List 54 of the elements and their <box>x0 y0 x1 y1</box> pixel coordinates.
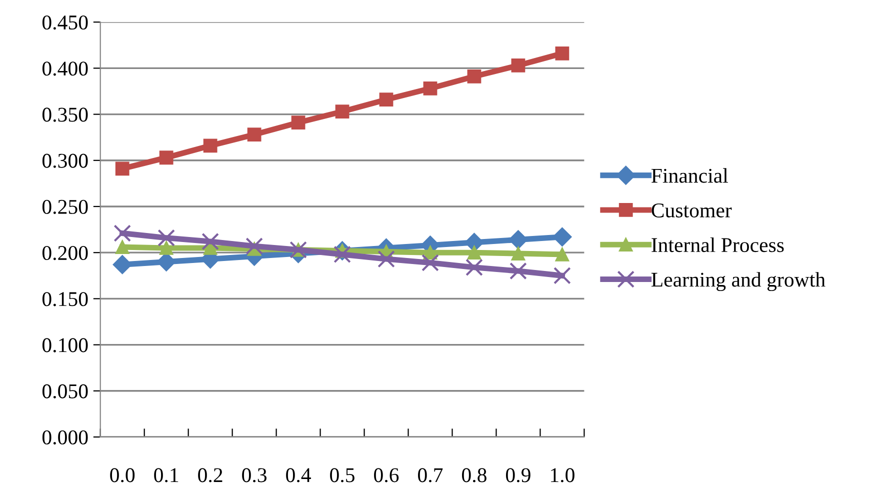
point <box>423 82 438 96</box>
point <box>112 255 132 274</box>
legend-label: Customer <box>652 203 732 218</box>
x-tick-label: 0.6 <box>374 468 399 482</box>
point <box>335 104 350 118</box>
y-tick-label: 0.150 <box>42 292 88 306</box>
point <box>158 229 176 247</box>
y-tick-label: 0.250 <box>42 200 88 214</box>
x-tick-label: 0.7 <box>418 468 443 482</box>
y-tick-label: 0.000 <box>42 430 88 445</box>
point <box>159 150 174 165</box>
point <box>467 70 482 84</box>
point <box>511 246 526 260</box>
point <box>291 116 306 130</box>
x-tick-label: 0.3 <box>242 468 267 482</box>
point <box>555 46 570 60</box>
point <box>115 162 130 176</box>
point <box>379 92 394 106</box>
y-tick-label: 0.350 <box>42 108 88 122</box>
point <box>202 232 219 250</box>
y-tick-label: 0.100 <box>42 338 88 352</box>
point <box>466 258 483 276</box>
point <box>247 128 262 142</box>
point <box>510 262 527 280</box>
y-tick-label: 0.200 <box>42 246 88 260</box>
x-tick-label: 0.5 <box>330 468 354 482</box>
y-tick-label: 0.050 <box>42 384 88 398</box>
point <box>203 138 218 153</box>
x-tick-label: 0.4 <box>286 468 311 482</box>
y-tick-label: 0.300 <box>42 154 88 168</box>
point <box>511 58 526 72</box>
x-tick-label: 0.0 <box>110 468 135 482</box>
y-tick-label: 0.400 <box>42 62 88 76</box>
point <box>159 241 174 255</box>
legend-label: Internal Process <box>652 237 784 252</box>
x-tick-label: 0.2 <box>198 468 222 482</box>
legend-label: Learning and growth <box>651 272 826 292</box>
x-tick-label: 0.9 <box>506 468 530 482</box>
legend-label: Financial <box>651 168 728 183</box>
x-tick-label: 0.8 <box>462 468 486 482</box>
y-tick-label: 0.450 <box>42 15 88 30</box>
point <box>554 266 571 284</box>
point <box>508 230 528 250</box>
x-tick-label: 0.1 <box>154 468 178 482</box>
point <box>246 237 263 255</box>
point <box>378 250 395 268</box>
point <box>334 246 351 264</box>
point <box>114 224 132 242</box>
point <box>422 254 439 272</box>
point <box>467 246 482 260</box>
x-tick-label: 1.0 <box>551 468 574 482</box>
point <box>555 247 570 262</box>
point <box>552 227 572 246</box>
point <box>115 240 130 254</box>
